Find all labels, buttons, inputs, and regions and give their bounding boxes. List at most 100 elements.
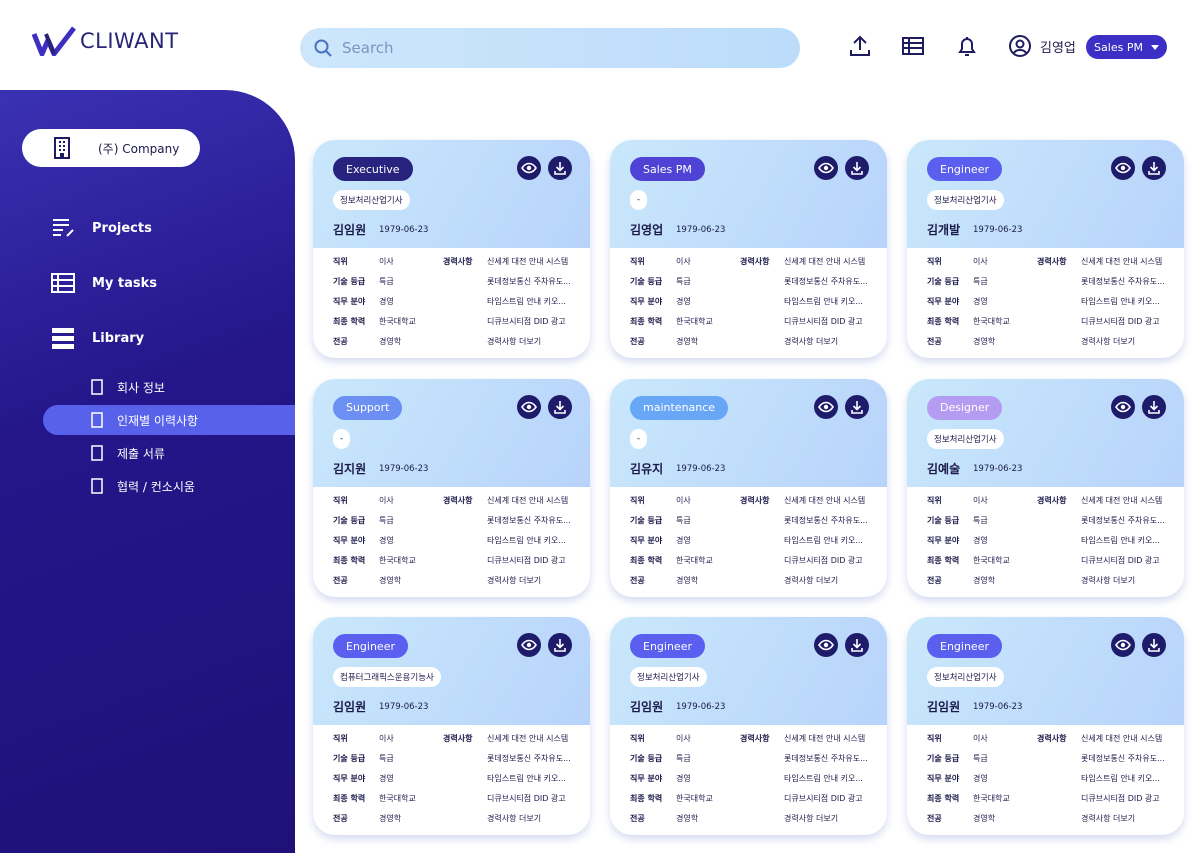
career-item: 신세계 대전 안내 시스템 xyxy=(487,257,569,266)
person-name: 김개발 xyxy=(927,223,961,237)
profile-card: Engineer 정보처리산업기사 김개발 1979-06-23 직위 이사 경… xyxy=(907,140,1184,358)
cert-text: 정보처리산업기사 xyxy=(934,434,997,445)
career-title: 경력사항 xyxy=(443,495,473,505)
download-button[interactable] xyxy=(548,633,572,657)
card-actions xyxy=(1111,394,1166,419)
detail-value: 특급 xyxy=(379,754,394,763)
upload-icon[interactable] xyxy=(848,34,872,58)
search-box[interactable]: Search xyxy=(300,28,800,68)
view-button[interactable] xyxy=(1111,633,1135,657)
detail-label: 최종 학력 xyxy=(927,794,960,803)
cert-text: - xyxy=(340,433,344,444)
birth-date: 1979-06-23 xyxy=(676,225,726,235)
download-button[interactable] xyxy=(548,394,572,419)
card-actions xyxy=(517,633,572,657)
detail-label: 전공 xyxy=(927,575,942,585)
company-name: (주) Company xyxy=(98,141,180,156)
detail-value: 한국대학교 xyxy=(676,555,713,565)
person-name: 김임원 xyxy=(333,700,367,714)
nav-label: Projects xyxy=(92,220,152,236)
view-button[interactable] xyxy=(814,156,838,180)
detail-label: 전공 xyxy=(927,814,942,823)
profile-card: Engineer 정보처리산업기사 김임원 1979-06-23 직위 이사 경… xyxy=(907,617,1184,835)
view-button[interactable] xyxy=(814,394,838,419)
card-actions xyxy=(814,156,869,180)
download-button[interactable] xyxy=(845,633,869,657)
career-item[interactable]: 경력사항 더보기 xyxy=(784,337,839,346)
sub-nav-icon xyxy=(91,445,103,461)
sub-nav-item[interactable]: 협력 / 컨소시움 xyxy=(43,471,295,501)
view-button[interactable] xyxy=(1111,394,1135,419)
career-item[interactable]: 경력사항 더보기 xyxy=(1081,575,1136,585)
detail-label: 직무 분야 xyxy=(927,297,960,306)
role-text: Designer xyxy=(940,401,990,414)
logo-text: CLIWANT xyxy=(80,29,179,53)
role-badge: maintenance xyxy=(630,395,729,420)
view-button[interactable] xyxy=(517,633,541,657)
career-item[interactable]: 경력사항 더보기 xyxy=(487,337,542,346)
detail-value: 경영학 xyxy=(973,575,996,585)
download-button[interactable] xyxy=(1142,156,1166,180)
view-button[interactable] xyxy=(517,394,541,419)
cert-chip: - xyxy=(630,428,648,449)
career-item: 타임스트림 안내 키오... xyxy=(487,535,566,545)
download-button[interactable] xyxy=(845,156,869,180)
profile-card: Sales PM - 김영업 1979-06-23 직위 이사 경력사항 신세계… xyxy=(610,140,887,358)
career-item[interactable]: 경력사항 더보기 xyxy=(784,814,839,823)
person-name: 김임원 xyxy=(927,700,961,714)
career-item[interactable]: 경력사항 더보기 xyxy=(487,575,542,585)
detail-label: 전공 xyxy=(630,814,645,823)
career-item: 타임스트림 안내 키오... xyxy=(487,297,566,306)
sub-nav-item[interactable]: 인재별 이력사항 xyxy=(43,405,295,435)
detail-label: 직무 분야 xyxy=(333,535,366,545)
view-button[interactable] xyxy=(814,633,838,657)
career-item: 신세계 대전 안내 시스템 xyxy=(487,734,569,743)
user[interactable]: 김영업 xyxy=(1008,34,1076,58)
career-item[interactable]: 경력사항 더보기 xyxy=(1081,337,1136,346)
detail-value: 이사 xyxy=(676,257,691,266)
table-icon[interactable] xyxy=(901,34,925,58)
detail-value: 경영학 xyxy=(676,337,699,346)
card-actions xyxy=(517,156,572,180)
career-item[interactable]: 경력사항 더보기 xyxy=(784,575,839,585)
detail-label: 전공 xyxy=(333,337,348,346)
career-item[interactable]: 경력사항 더보기 xyxy=(1081,814,1136,823)
birth-date: 1979-06-23 xyxy=(379,463,429,474)
career-item: 디큐브시티점 DID 광고 xyxy=(784,794,863,803)
download-button[interactable] xyxy=(1142,394,1166,419)
career-item: 롯데정보통신 주차유도... xyxy=(784,754,868,763)
sub-nav-item[interactable]: 제출 서류 xyxy=(43,438,295,468)
detail-value: 한국대학교 xyxy=(379,794,416,803)
cert-text: 컴퓨터그래픽스운용기능사 xyxy=(340,673,434,683)
career-item: 타임스트림 안내 키오... xyxy=(1081,535,1160,545)
view-button[interactable] xyxy=(1111,156,1135,180)
detail-value: 경영 xyxy=(379,774,394,783)
detail-label: 최종 학력 xyxy=(630,317,663,326)
person-name: 김임원 xyxy=(333,223,367,237)
company-button[interactable]: (주) Company xyxy=(22,129,200,167)
detail-label: 최종 학력 xyxy=(927,317,960,326)
career-title: 경력사항 xyxy=(1037,495,1067,505)
nav-item[interactable]: Library xyxy=(50,326,144,350)
role-dropdown[interactable]: Sales PM xyxy=(1086,35,1167,59)
career-item: 디큐브시티점 DID 광고 xyxy=(784,317,863,326)
nav-label: My tasks xyxy=(92,275,158,291)
nav-item[interactable]: Projects xyxy=(50,216,152,240)
card-header: Engineer 컴퓨터그래픽스운용기능사 김임원 1979-06-23 xyxy=(313,617,590,725)
sub-nav-item[interactable]: 회사 정보 xyxy=(43,372,295,402)
bell-icon[interactable] xyxy=(955,34,979,58)
detail-value: 특급 xyxy=(379,277,394,286)
logo[interactable]: CLIWANT xyxy=(32,26,179,56)
view-button[interactable] xyxy=(517,156,541,180)
card-actions xyxy=(1111,156,1166,180)
role-text: Engineer xyxy=(643,639,692,653)
role-text: Sales PM xyxy=(643,162,692,176)
detail-value: 경영학 xyxy=(676,814,699,823)
download-button[interactable] xyxy=(548,156,572,180)
career-item[interactable]: 경력사항 더보기 xyxy=(487,814,542,823)
nav-item[interactable]: My tasks xyxy=(50,271,157,295)
download-button[interactable] xyxy=(1142,633,1166,657)
download-button[interactable] xyxy=(845,394,869,419)
detail-label: 최종 학력 xyxy=(333,317,366,326)
